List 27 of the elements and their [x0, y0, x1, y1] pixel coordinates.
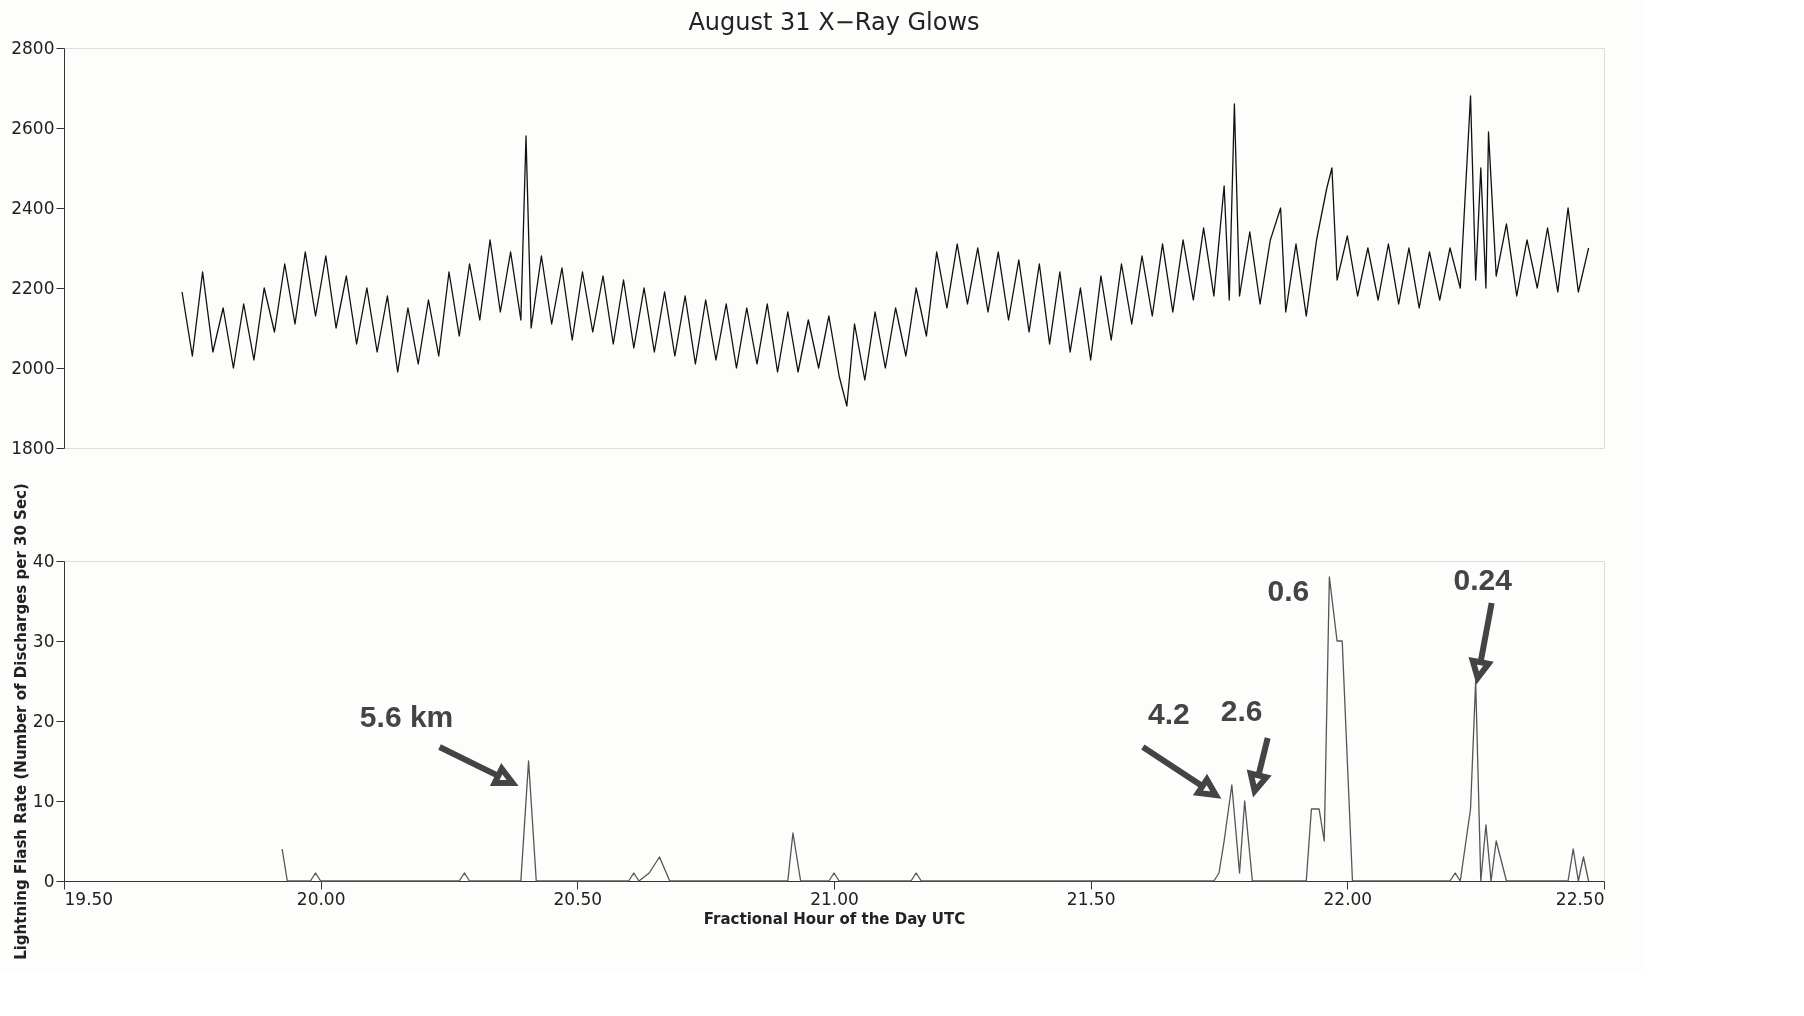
y-tick-label: 30	[32, 630, 55, 651]
y-tick-label: 0	[43, 870, 55, 891]
x-tick-label: 21.00	[810, 888, 859, 909]
y-tick-label: 2400	[11, 197, 55, 218]
x-axis-title: Fractional Hour of the Day UTC	[703, 909, 966, 928]
y-axis-title: Lightning Flash Rate (Number of Discharges per 30 Sec)	[11, 483, 30, 960]
y-tick-label: 20	[32, 710, 55, 731]
annotation: 2.6	[1220, 694, 1263, 727]
chart-title: August 31 X−Ray Glows	[688, 8, 980, 36]
annotation: 5.6 km	[359, 700, 454, 733]
annotation: 0.6	[1267, 574, 1310, 607]
y-tick-label: 2000	[11, 357, 55, 378]
y-tick-label: 1800	[11, 437, 55, 458]
x-tick-label: 22.00	[1323, 888, 1373, 909]
x-tick-label: 19.50	[64, 888, 114, 909]
x-tick-label: 20.00	[296, 888, 346, 909]
line-series	[181, 95, 1590, 407]
x-tick-label: 20.50	[553, 888, 603, 909]
y-tick-label: 2200	[11, 277, 55, 298]
annotation: 4.2	[1147, 697, 1190, 730]
x-tick-label: 21.50	[1066, 888, 1116, 909]
y-tick-label: 40	[32, 550, 55, 571]
y-tick-label: 2600	[11, 117, 55, 138]
y-tick-label: 10	[32, 790, 55, 811]
y-tick-label: 2800	[11, 37, 55, 58]
x-tick-label: 22.50	[1555, 888, 1605, 909]
annotation: 0.24	[1453, 563, 1513, 596]
